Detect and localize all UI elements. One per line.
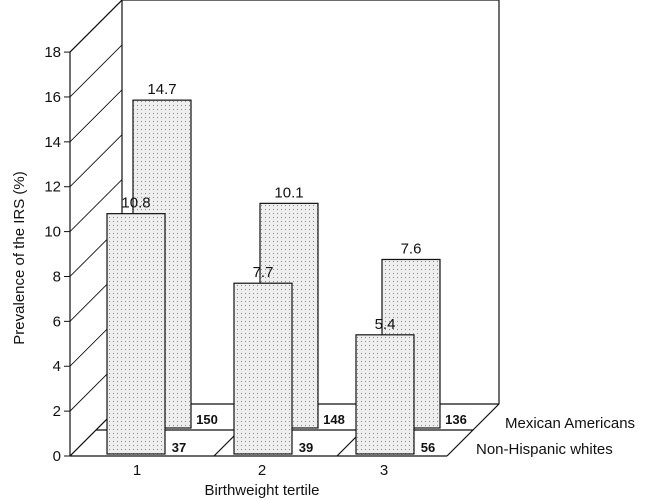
bar-non-hispanic-whites-2 (233, 282, 293, 455)
bar-value-label: 7.6 (401, 240, 422, 257)
bar-value-label: 7.7 (253, 264, 274, 281)
y-tick-label: 10 (44, 224, 61, 241)
x-axis-title: Birthweight tertile (204, 482, 319, 499)
y-tick-label: 12 (44, 179, 61, 196)
sample-size-label: 136 (445, 412, 467, 427)
depth-gridline (69, 0, 123, 53)
x-tick-label-1: 1 (133, 462, 141, 479)
x-tick-label-2: 2 (258, 462, 266, 479)
sample-size-label: 39 (299, 440, 313, 455)
y-tick-label: 8 (53, 268, 61, 285)
y-tick-label: 18 (44, 44, 61, 61)
sample-size-label: 150 (196, 412, 218, 427)
legend-mexican-americans: Mexican Americans (505, 415, 635, 432)
y-tick-label: 0 (53, 448, 61, 465)
bar-value-label: 5.4 (375, 316, 396, 333)
x-tick-label-3: 3 (380, 462, 388, 479)
y-tick-label: 4 (53, 358, 61, 375)
y-tick-label: 16 (44, 89, 61, 106)
y-tick-label: 2 (53, 403, 61, 420)
sample-size-label: 37 (172, 440, 186, 455)
depth-gridline (69, 89, 123, 143)
sample-size-label: 56 (421, 440, 435, 455)
depth-gridline (69, 179, 123, 232)
legend-non-hispanic-whites: Non-Hispanic whites (476, 441, 613, 458)
sample-size-label: 148 (323, 412, 345, 427)
bar-value-label: 14.7 (147, 81, 176, 98)
depth-gridline (69, 44, 123, 98)
bar-non-hispanic-whites-1 (106, 213, 166, 455)
bar-value-label: 10.8 (121, 195, 150, 212)
y-tick-label: 14 (44, 134, 61, 151)
depth-gridline (69, 134, 123, 188)
y-tick-label: 6 (53, 313, 61, 330)
bar-non-hispanic-whites-3 (355, 334, 415, 455)
bar-value-label: 10.1 (274, 184, 303, 201)
y-axis-title: Prevalence of the IRS (%) (11, 171, 28, 344)
bars: 14.7 150 10.1 148 7.6 136 10.8 37 7.7 39 5.4 56 1 2 3 (106, 81, 467, 479)
